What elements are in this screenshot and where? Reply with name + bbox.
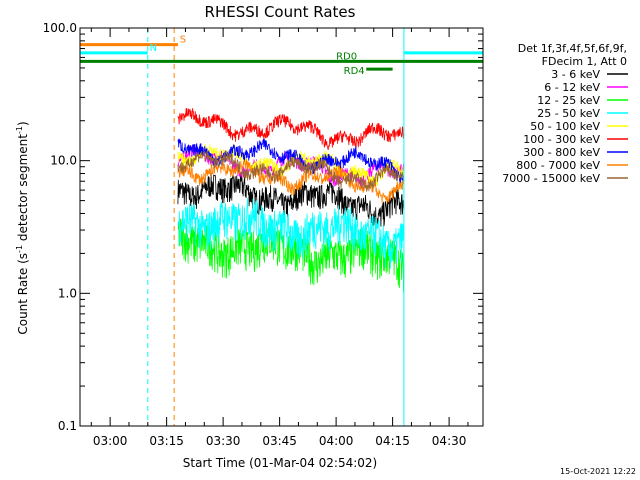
legend-label: 12 - 25 keV: [537, 94, 600, 107]
legend-label: 50 - 100 keV: [530, 120, 600, 133]
y-axis-ticks: 0.1 1.0 10.0 100.0: [43, 21, 483, 433]
legend-label: 800 - 7000 keV: [516, 159, 600, 172]
annotation-bar-label: RD4: [344, 66, 365, 77]
legend: Det 1f,3f,4f,5f,6f,9f, FDecim 1, Att 0 3…: [502, 42, 628, 185]
x-tick-label: 04:00: [319, 434, 354, 448]
y-tick-label: 100.0: [43, 21, 77, 35]
x-tick-label: 03:30: [206, 434, 241, 448]
legend-label: 300 - 800 keV: [523, 146, 600, 159]
y-axis-label: Count Rate (s-1 detector segment-1): [15, 121, 30, 334]
x-axis-ticks: 03:00 03:15 03:30 03:45 04:00 04:15 04:30: [90, 28, 469, 448]
x-tick-label: 04:15: [375, 434, 410, 448]
annotation-bars: S N RD0 RD4: [80, 35, 483, 77]
series-trace: [177, 151, 405, 193]
legend-header-line: Det 1f,3f,4f,5f,6f,9f,: [518, 42, 627, 55]
legend-label: 7000 - 15000 keV: [502, 172, 600, 185]
legend-label: 25 - 50 keV: [537, 107, 600, 120]
y-axis-label-part: detector segment: [16, 134, 30, 245]
legend-label: 3 - 6 keV: [551, 68, 600, 81]
y-axis-label-part: Count Rate (s: [16, 253, 30, 335]
y-axis-label-superscript: -1: [15, 126, 24, 134]
series-trace: [177, 197, 405, 269]
footer-date: 15-Oct-2021 12:22: [560, 467, 636, 476]
x-tick-label: 03:15: [149, 434, 184, 448]
legend-label: 100 - 300 keV: [523, 133, 600, 146]
x-tick-label: 03:45: [262, 434, 297, 448]
series-trace: [177, 218, 405, 293]
y-tick-label: 1.0: [58, 286, 77, 300]
plot-frame: [79, 27, 484, 427]
series-traces: [177, 107, 405, 293]
y-axis-label-part: ): [16, 121, 30, 126]
annotation-bar-label: RD0: [336, 51, 357, 62]
x-tick-label: 03:00: [93, 434, 128, 448]
series-trace: [177, 172, 405, 227]
x-axis-label: Start Time (01-Mar-04 02:54:02): [183, 456, 377, 470]
chart-title: RHESSI Count Rates: [205, 3, 356, 21]
legend-label: 6 - 12 keV: [544, 81, 600, 94]
annotation-bar-label: S: [180, 35, 186, 46]
y-axis-label-superscript: -1: [15, 245, 24, 253]
legend-header-line: FDecim 1, Att 0: [542, 55, 627, 68]
y-tick-label: 10.0: [50, 154, 77, 168]
series-trace: [177, 107, 405, 151]
annotation-bar-label: N: [150, 43, 157, 54]
x-tick-label: 04:30: [432, 434, 467, 448]
y-tick-label: 0.1: [58, 419, 77, 433]
